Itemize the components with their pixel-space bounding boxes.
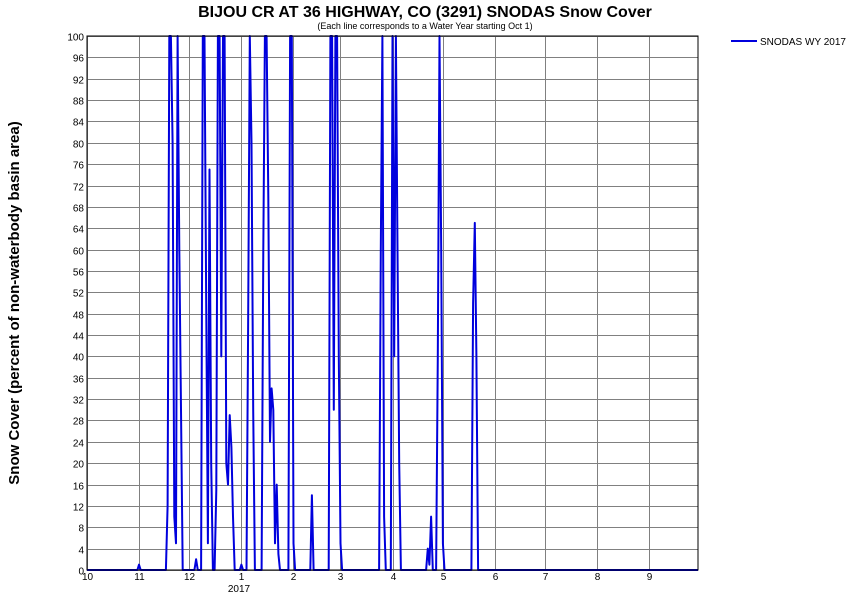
y-tick-label: 88 xyxy=(73,97,85,108)
y-tick-label: 84 xyxy=(73,118,85,129)
y-tick-label: 48 xyxy=(73,311,85,322)
chart-title: BIJOU CR AT 36 HIGHWAY, CO (3291) SNODAS… xyxy=(198,4,652,21)
y-tick-label: 60 xyxy=(73,247,85,258)
legend: SNODAS WY 2017 xyxy=(731,37,846,48)
y-tick-label: 96 xyxy=(73,54,85,65)
y-tick-label: 80 xyxy=(73,140,85,151)
x-tick-label: 10 xyxy=(82,572,94,583)
x-tick-label: 11 xyxy=(134,572,145,583)
x-tick-label: 7 xyxy=(543,572,549,583)
y-tick-label: 32 xyxy=(73,396,85,407)
y-tick-label: 76 xyxy=(73,161,85,172)
x-tick-labels: 10 11 12 1 2 3 4 5 6 7 8 9 xyxy=(82,572,653,583)
series-layer xyxy=(87,35,698,571)
y-tick-label: 36 xyxy=(73,375,85,386)
chart-subtitle: (Each line corresponds to a Water Year s… xyxy=(317,21,532,31)
y-tick-label: 20 xyxy=(73,460,85,471)
y-tick-label: 24 xyxy=(73,439,85,450)
y-tick-label: 28 xyxy=(73,417,85,428)
x-tick-label: 1 xyxy=(239,572,245,583)
y-tick-label: 64 xyxy=(73,225,85,236)
x-tick-label: 8 xyxy=(595,572,601,583)
plot-frame xyxy=(86,35,699,571)
y-tick-label: 8 xyxy=(78,524,84,535)
series-line xyxy=(87,35,698,571)
y-tick-labels: 0481216202428323640444852566064687276808… xyxy=(67,33,84,578)
y-tick-label: 16 xyxy=(73,482,85,493)
y-tick-label: 52 xyxy=(73,289,85,300)
y-tick-label: 68 xyxy=(73,204,85,215)
x-tick-label: 3 xyxy=(338,572,344,583)
y-axis-label: Snow Cover (percent of non-waterbody bas… xyxy=(6,121,23,484)
x-tick-label: 6 xyxy=(493,572,499,583)
y-tick-label: 72 xyxy=(73,183,85,194)
y-tick-label: 100 xyxy=(67,33,84,44)
year-label: 2017 xyxy=(228,584,251,595)
y-tick-label: 56 xyxy=(73,268,85,279)
x-tick-label: 2 xyxy=(291,572,297,583)
y-tick-label: 0 xyxy=(78,567,84,578)
y-tick-label: 44 xyxy=(73,332,85,343)
y-tick-label: 4 xyxy=(78,546,84,557)
y-tick-label: 12 xyxy=(73,503,85,514)
x-tick-label: 4 xyxy=(391,572,397,583)
x-tick-label: 12 xyxy=(184,572,196,583)
legend-label: SNODAS WY 2017 xyxy=(760,37,846,48)
y-tick-label: 92 xyxy=(73,76,85,87)
x-tick-label: 5 xyxy=(441,572,447,583)
y-tick-label: 40 xyxy=(73,353,85,364)
x-tick-label: 9 xyxy=(647,572,653,583)
